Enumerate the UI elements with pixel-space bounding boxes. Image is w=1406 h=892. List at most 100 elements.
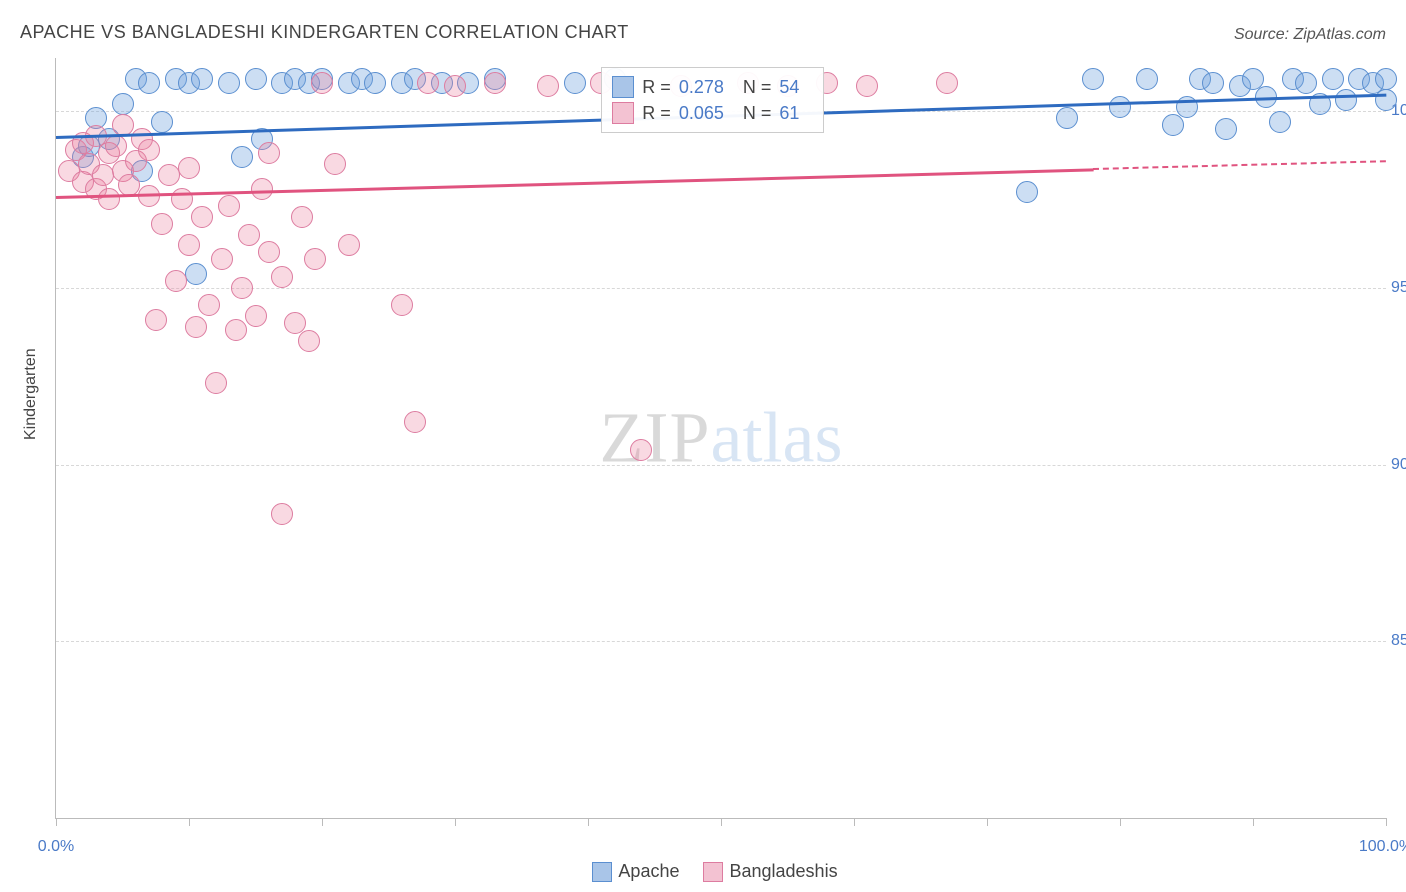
data-point	[165, 270, 187, 292]
data-point	[1056, 107, 1078, 129]
data-point	[258, 241, 280, 263]
y-axis-label: Kindergarten	[22, 348, 40, 440]
y-tick-label: 85.0%	[1391, 632, 1406, 650]
x-tick	[1253, 818, 1254, 826]
data-point	[231, 277, 253, 299]
chart-title: APACHE VS BANGLADESHI KINDERGARTEN CORRE…	[20, 22, 629, 43]
data-point	[138, 139, 160, 161]
data-point	[218, 195, 240, 217]
legend-series-label: Apache	[618, 861, 679, 881]
data-point	[1322, 68, 1344, 90]
watermark-right: atlas	[711, 398, 843, 478]
y-tick-label: 90.0%	[1391, 456, 1406, 474]
data-point	[198, 294, 220, 316]
data-point	[1082, 68, 1104, 90]
legend-swatch	[703, 862, 723, 882]
data-point	[225, 319, 247, 341]
gridline	[56, 641, 1386, 642]
watermark: ZIPatlas	[600, 397, 843, 480]
y-tick-label: 95.0%	[1391, 279, 1406, 297]
data-point	[105, 135, 127, 157]
legend-r-value: 0.278	[679, 74, 735, 100]
legend-r-value: 0.065	[679, 100, 735, 126]
data-point	[112, 93, 134, 115]
data-point	[391, 294, 413, 316]
data-point	[1375, 89, 1397, 111]
x-tick	[721, 818, 722, 826]
correlation-legend: R = 0.278 N = 54 R = 0.065 N = 61	[601, 67, 824, 133]
data-point	[417, 72, 439, 94]
data-point	[444, 75, 466, 97]
legend-r-label: R =	[642, 100, 671, 126]
data-point	[1136, 68, 1158, 90]
legend-n-label: N =	[743, 74, 772, 100]
data-point	[98, 188, 120, 210]
data-point	[484, 72, 506, 94]
data-point	[151, 111, 173, 133]
data-point	[145, 309, 167, 331]
data-point	[1375, 68, 1397, 90]
data-point	[245, 305, 267, 327]
x-tick	[1386, 818, 1387, 826]
data-point	[324, 153, 346, 175]
data-point	[1295, 72, 1317, 94]
data-point	[151, 213, 173, 235]
gridline	[56, 465, 1386, 466]
data-point	[158, 164, 180, 186]
data-point	[191, 68, 213, 90]
data-point	[271, 266, 293, 288]
x-tick-label: 0.0%	[38, 838, 74, 856]
data-point	[245, 68, 267, 90]
scatter-plot-area: ZIPatlas 85.0%90.0%95.0%100.0%0.0%100.0%…	[55, 58, 1386, 819]
data-point	[178, 234, 200, 256]
data-point	[178, 157, 200, 179]
data-point	[537, 75, 559, 97]
data-point	[218, 72, 240, 94]
gridline	[56, 288, 1386, 289]
x-tick	[588, 818, 589, 826]
data-point	[364, 72, 386, 94]
data-point	[304, 248, 326, 270]
legend-swatch	[612, 102, 634, 124]
legend-n-value: 54	[779, 74, 809, 100]
x-tick-label: 100.0%	[1359, 838, 1406, 856]
data-point	[936, 72, 958, 94]
legend-r-label: R =	[642, 74, 671, 100]
data-point	[338, 234, 360, 256]
data-point	[1269, 111, 1291, 133]
data-point	[205, 372, 227, 394]
data-point	[271, 503, 293, 525]
data-point	[92, 164, 114, 186]
x-tick	[987, 818, 988, 826]
data-point	[191, 206, 213, 228]
legend-n-label: N =	[743, 100, 772, 126]
data-point	[185, 316, 207, 338]
data-point	[231, 146, 253, 168]
data-point	[138, 72, 160, 94]
data-point	[1335, 89, 1357, 111]
legend-n-value: 61	[779, 100, 809, 126]
data-point	[238, 224, 260, 246]
legend-series-label: Bangladeshis	[729, 861, 837, 881]
data-point	[291, 206, 313, 228]
data-point	[251, 178, 273, 200]
x-tick	[854, 818, 855, 826]
data-point	[185, 263, 207, 285]
data-point	[211, 248, 233, 270]
bottom-legend: Apache Bangladeshis	[0, 861, 1406, 882]
trend-line	[1093, 161, 1386, 171]
x-tick	[455, 818, 456, 826]
source-attribution: Source: ZipAtlas.com	[1234, 26, 1386, 44]
data-point	[630, 439, 652, 461]
x-tick	[322, 818, 323, 826]
legend-swatch	[592, 862, 612, 882]
legend-row: R = 0.278 N = 54	[612, 74, 809, 100]
legend-swatch	[612, 76, 634, 98]
legend-row: R = 0.065 N = 61	[612, 100, 809, 126]
data-point	[564, 72, 586, 94]
trend-line	[56, 168, 1093, 199]
data-point	[1202, 72, 1224, 94]
watermark-left: ZIP	[600, 398, 711, 478]
x-tick	[189, 818, 190, 826]
data-point	[258, 142, 280, 164]
